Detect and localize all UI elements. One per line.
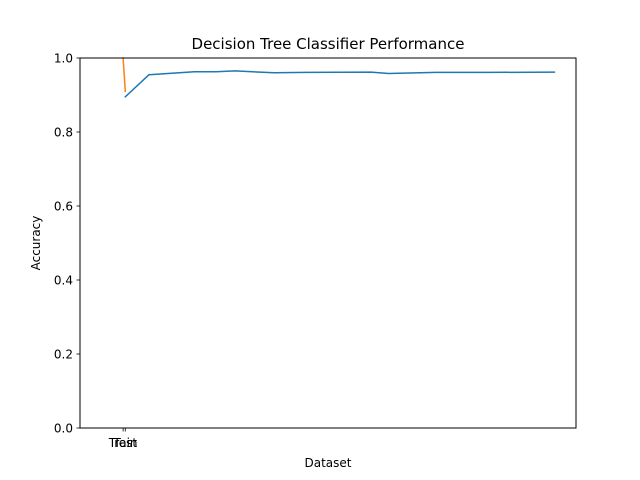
x-tick-label: Train [108, 436, 138, 450]
y-tick-label: 0.8 [54, 126, 73, 140]
y-axis-label: Accuracy [29, 216, 43, 271]
x-tick-label: Test [112, 436, 137, 450]
y-tick-label: 1.0 [54, 52, 73, 66]
series-line-1 [122, 57, 127, 93]
y-tick-label: 0.6 [54, 200, 73, 214]
x-axis-label: Dataset [305, 456, 352, 470]
plot-area [122, 57, 556, 98]
series-line-0 [124, 70, 556, 98]
chart-title: Decision Tree Classifier Performance [192, 35, 465, 53]
y-tick-label: 0.4 [54, 274, 73, 288]
y-tick-label: 0.2 [54, 348, 73, 362]
y-tick-label: 0.0 [54, 422, 73, 436]
plot-frame [79, 57, 577, 429]
